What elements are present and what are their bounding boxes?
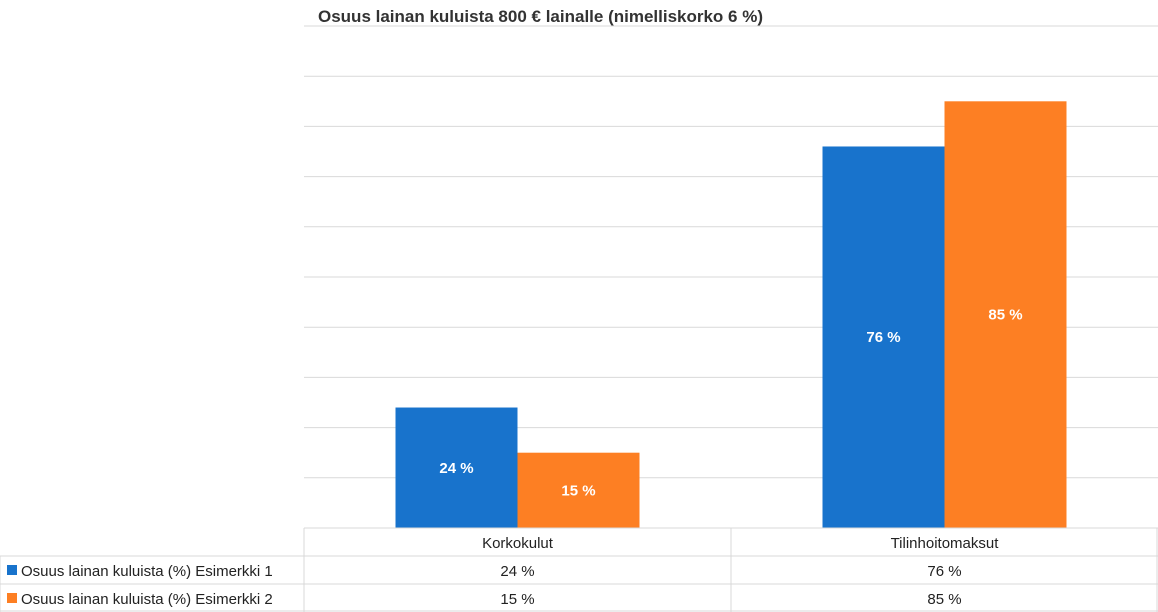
legend-swatch: [7, 593, 17, 603]
table-cell: 76 %: [927, 563, 961, 580]
chart-title: Osuus lainan kuluista 800 € lainalle (ni…: [318, 7, 763, 26]
bar: [395, 407, 518, 528]
table-cell: 85 %: [927, 591, 961, 608]
data-label: 85 %: [988, 307, 1022, 324]
legend-swatch: [7, 565, 17, 575]
data-table: Korkokulut Tilinhoitomaksut Osuus lainan k…: [0, 527, 1158, 612]
data-label: 24 %: [439, 460, 473, 477]
legend-label: Osuus lainan kuluista (%) Esimerkki 2: [21, 591, 273, 608]
legend-label: Osuus lainan kuluista (%) Esimerkki 1: [21, 563, 273, 580]
bar: [944, 101, 1067, 529]
data-label: 76 %: [866, 329, 900, 346]
data-labels: 24 % 15 % 76 % 85 %: [439, 307, 1022, 500]
category-label: Tilinhoitomaksut: [891, 535, 1000, 552]
bars: [395, 101, 1067, 529]
table-cell: 24 %: [500, 563, 534, 580]
bar: [517, 452, 640, 528]
data-label: 15 %: [561, 482, 595, 499]
table-cell: 15 %: [500, 591, 534, 608]
category-label: Korkokulut: [482, 535, 554, 552]
bar: [822, 146, 945, 529]
